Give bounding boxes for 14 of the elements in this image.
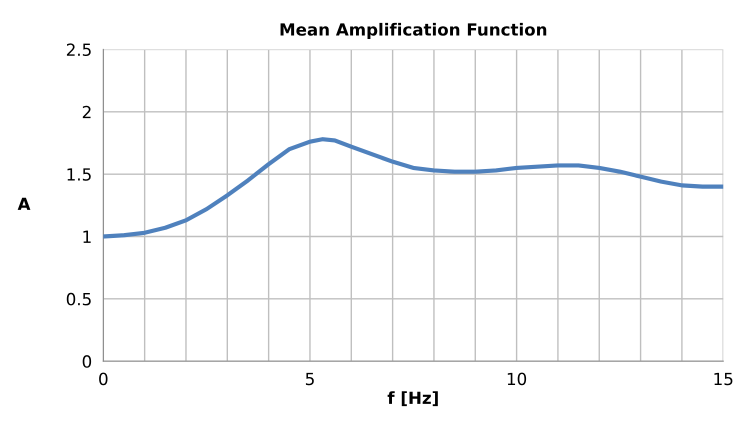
y-tick-label: 2.5 (66, 43, 91, 56)
y-tick-label: 2 (82, 106, 91, 118)
x-tick-label: 10 (508, 372, 526, 386)
x-tick-label: 5 (306, 372, 314, 386)
x-tick-label: 0 (99, 372, 108, 386)
y-tick-label: 0 (82, 355, 92, 368)
x-axis-title: f [Hz] (388, 391, 438, 406)
y-axis-title: A (18, 198, 30, 210)
y-tick-label: 1 (83, 230, 91, 243)
y-tick-label: 1.5 (68, 168, 91, 181)
line-series (103, 137, 724, 239)
y-tick-label: 0.5 (66, 292, 91, 306)
x-tick-label: 15 (714, 372, 732, 386)
chart-title: Mean Amplification Function (280, 22, 546, 40)
